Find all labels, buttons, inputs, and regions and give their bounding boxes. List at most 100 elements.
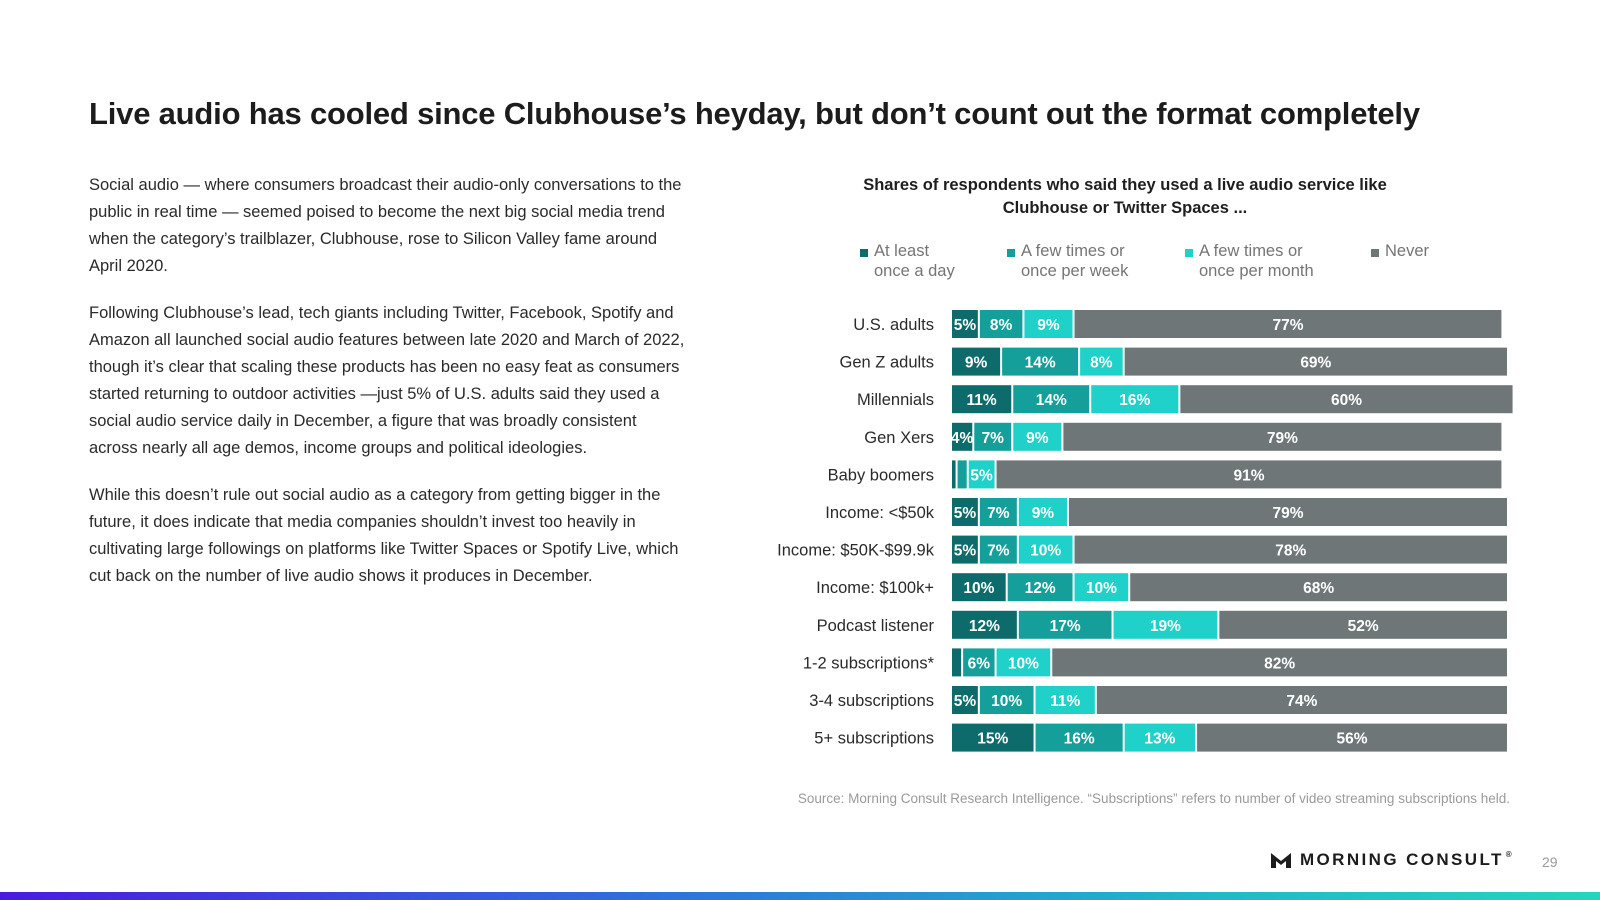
category-label: Income: $50K-$99.9k bbox=[777, 542, 935, 560]
data-label: 4% bbox=[951, 430, 974, 447]
bar-segment-monthly bbox=[1035, 686, 1095, 714]
data-label: 19% bbox=[1150, 618, 1181, 635]
category-label: U.S. adults bbox=[853, 316, 934, 334]
legend-swatch-monthly bbox=[1185, 249, 1193, 257]
bar-segment-monthly bbox=[968, 460, 995, 489]
bar-segment-monthly bbox=[996, 648, 1051, 677]
bar-segment-daily bbox=[952, 422, 973, 451]
data-label: 10% bbox=[991, 693, 1022, 710]
data-label: 14% bbox=[1025, 355, 1056, 372]
data-label: 10% bbox=[1086, 580, 1117, 597]
data-label: 16% bbox=[1119, 392, 1150, 409]
legend-label-daily-line-2: once a day bbox=[874, 262, 955, 280]
morning-consult-logo: MORNING CONSULT ® bbox=[1270, 850, 1514, 870]
legend-item-weekly: A few times or once per week bbox=[1007, 241, 1128, 281]
bar-segment-monthly bbox=[1124, 723, 1196, 752]
legend-label-weekly-line-2: once per week bbox=[1021, 262, 1129, 280]
bar-segment-monthly bbox=[1091, 385, 1179, 414]
page-number: 29 bbox=[1542, 854, 1558, 870]
data-label: 15% bbox=[977, 731, 1008, 748]
category-label: 5+ subscriptions bbox=[814, 730, 934, 748]
bar-segment-monthly bbox=[1013, 422, 1062, 451]
chart-title-line-2: Clubhouse or Twitter Spaces ... bbox=[1002, 199, 1248, 217]
data-label: 11% bbox=[1050, 693, 1080, 710]
legend-label-daily-line-1: At least bbox=[874, 242, 930, 260]
data-label: 9% bbox=[1032, 505, 1055, 522]
data-label: 5% bbox=[954, 543, 977, 560]
data-label: 74% bbox=[1286, 693, 1317, 710]
bar-segment-weekly bbox=[1018, 610, 1112, 639]
bar-segment-weekly bbox=[974, 422, 1012, 451]
category-label: Gen Z adults bbox=[840, 354, 934, 372]
data-label: 16% bbox=[1064, 731, 1095, 748]
bar-segment-weekly bbox=[1007, 573, 1073, 602]
morning-consult-logo-icon bbox=[1271, 853, 1291, 868]
bar-segment-daily bbox=[952, 648, 962, 677]
source-note: Source: Morning Consult Research Intelli… bbox=[797, 791, 1510, 806]
chart-title: Shares of respondents who said they used… bbox=[800, 174, 1450, 220]
bar-segment-never bbox=[1063, 422, 1502, 451]
data-label: 52% bbox=[1348, 618, 1379, 635]
category-label: Baby boomers bbox=[828, 466, 934, 484]
category-label: 1-2 subscriptions* bbox=[803, 654, 935, 672]
bottom-gradient-bar bbox=[0, 892, 1600, 900]
category-label: Podcast listener bbox=[817, 617, 935, 635]
data-label: 12% bbox=[969, 618, 1000, 635]
chart-title-line-1: Shares of respondents who said they used… bbox=[863, 176, 1387, 194]
data-label: 5% bbox=[970, 467, 993, 484]
bar-segment-daily bbox=[952, 310, 978, 338]
legend-label-weekly-line-1: A few times or bbox=[1021, 242, 1125, 260]
bar-segment-daily bbox=[952, 573, 1006, 602]
bar-segment-weekly bbox=[1002, 347, 1079, 376]
legend-label-monthly: A few times or once per month bbox=[1199, 241, 1314, 281]
data-label: 5% bbox=[954, 693, 977, 710]
bar-segment-never bbox=[996, 460, 1502, 489]
bar-segment-never bbox=[1074, 310, 1502, 338]
bar-segment-never bbox=[1096, 686, 1507, 714]
data-label: 56% bbox=[1337, 731, 1368, 748]
category-label: Income: $100k+ bbox=[816, 579, 934, 597]
logo-registered-mark: ® bbox=[1505, 850, 1515, 859]
logo-wordmark: MORNING CONSULT ® bbox=[1300, 850, 1514, 870]
bar-segment-monthly bbox=[1018, 535, 1073, 564]
data-label: 6% bbox=[968, 655, 991, 672]
data-label: 12% bbox=[1025, 580, 1056, 597]
legend-swatch-never bbox=[1371, 249, 1379, 257]
data-label: 79% bbox=[1272, 505, 1303, 522]
bar-segment-monthly bbox=[1024, 310, 1073, 338]
legend-item-monthly: A few times or once per month bbox=[1185, 241, 1314, 281]
legend-label-weekly: A few times or once per week bbox=[1021, 241, 1128, 281]
data-label: 7% bbox=[987, 543, 1010, 560]
legend-swatch-weekly bbox=[1007, 249, 1015, 257]
bar-segment-monthly bbox=[1113, 610, 1218, 639]
data-label: 13% bbox=[1144, 731, 1175, 748]
data-label: 68% bbox=[1303, 580, 1334, 597]
bar-segment-weekly bbox=[979, 310, 1023, 338]
logo-text: MORNING CONSULT bbox=[1300, 850, 1504, 869]
bar-segment-never bbox=[1197, 723, 1507, 752]
data-label: 17% bbox=[1050, 618, 1081, 635]
legend-swatch-daily bbox=[860, 249, 868, 257]
legend-label-never-line-1: Never bbox=[1385, 242, 1430, 260]
data-label: 77% bbox=[1272, 317, 1303, 334]
bar-segment-monthly bbox=[1080, 347, 1123, 376]
data-label: 10% bbox=[1030, 543, 1061, 560]
bar-segment-weekly bbox=[957, 460, 967, 489]
bar-segment-never bbox=[1052, 648, 1507, 677]
bar-segment-daily bbox=[952, 498, 978, 526]
bar-segment-weekly bbox=[1013, 385, 1090, 414]
category-label: Income: <$50k bbox=[825, 504, 934, 522]
legend-label-never: Never bbox=[1385, 241, 1429, 261]
bar-segment-daily bbox=[952, 686, 978, 714]
category-label: Millennials bbox=[857, 391, 934, 409]
paragraph-1: Social audio — where consumers broadcast… bbox=[89, 176, 682, 275]
data-label: 5% bbox=[954, 505, 977, 522]
category-label: 3-4 subscriptions bbox=[809, 692, 934, 710]
bar-segment-monthly bbox=[1074, 573, 1129, 602]
data-label: 11% bbox=[967, 392, 997, 409]
bar-segment-daily bbox=[952, 385, 1012, 414]
category-label: Gen Xers bbox=[864, 429, 934, 447]
bar-segment-daily bbox=[952, 347, 1001, 376]
data-label: 79% bbox=[1267, 430, 1298, 447]
bar-segment-daily bbox=[952, 460, 956, 489]
